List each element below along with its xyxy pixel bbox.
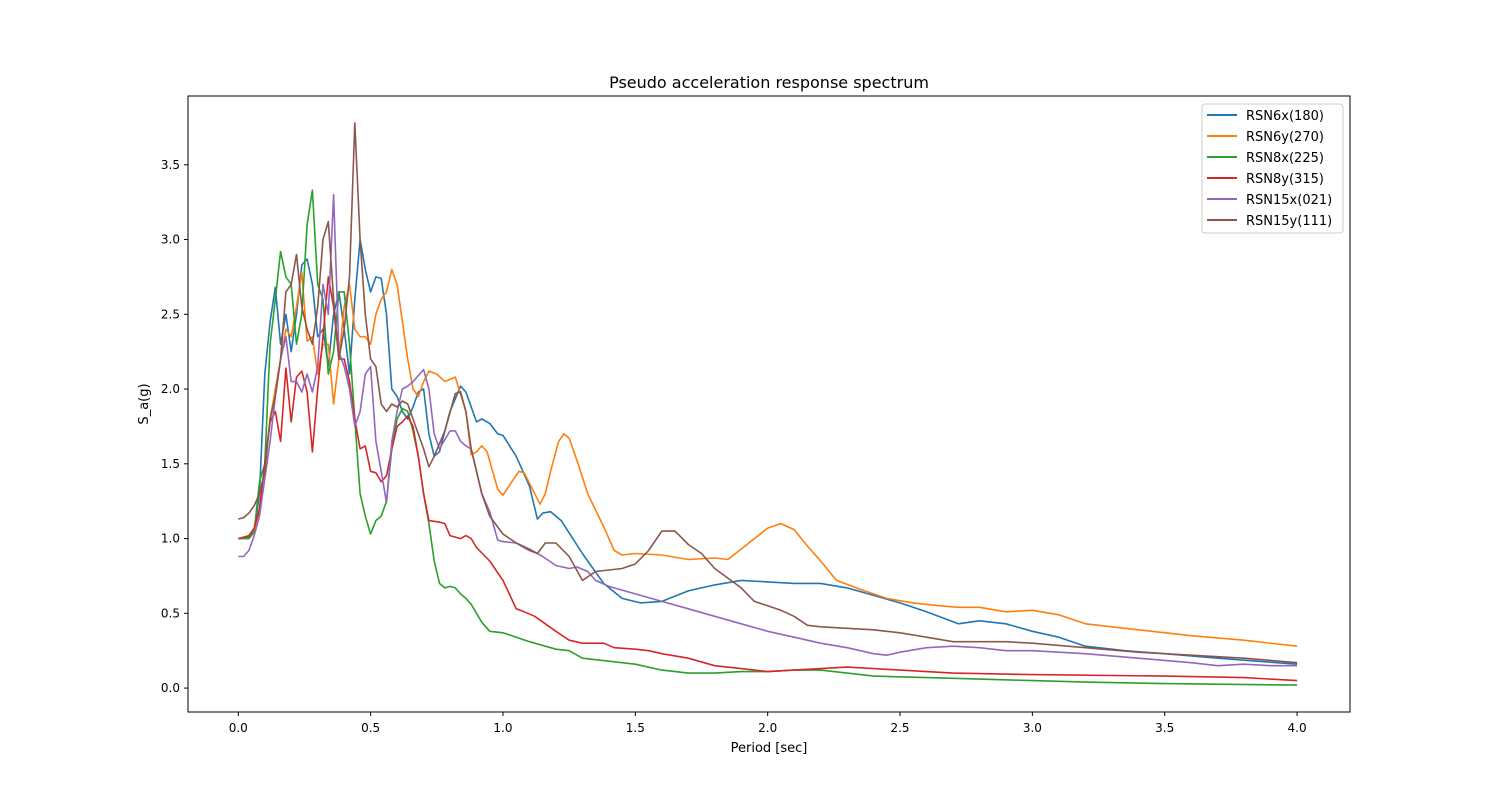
y-axis: 0.0 0.5 1.0 1.5 2.0 2.5 3.0 3.5 [161, 158, 188, 695]
legend-entry-label: RSN6y(270) [1246, 130, 1324, 145]
legend-entry-label: RSN8x(225) [1246, 151, 1324, 166]
x-tick-label: 0.0 [229, 721, 248, 735]
legend-entry-label: RSN8y(315) [1246, 172, 1324, 187]
y-tick-label: 1.0 [161, 532, 180, 546]
legend-entry-label: RSN15x(021) [1246, 193, 1332, 208]
x-tick-label: 2.5 [890, 721, 909, 735]
x-tick-label: 2.0 [758, 721, 777, 735]
y-tick-label: 1.5 [161, 457, 180, 471]
series-line-rsn8x-225 [238, 189, 1298, 686]
legend-entry-label: RSN6x(180) [1246, 109, 1324, 124]
y-axis-label: S_a(g) [137, 383, 152, 424]
legend: RSN6x(180) RSN6y(270) RSN8x(225) RSN8y(315)… [1201, 103, 1344, 234]
y-tick-label: 2.0 [161, 382, 180, 396]
x-tick-label: 4.0 [1288, 721, 1307, 735]
series-line-rsn8y-315 [238, 276, 1298, 682]
x-axis-label: Period [sec] [731, 741, 808, 756]
y-tick-label: 2.5 [161, 307, 180, 321]
plot-frame [187, 95, 1351, 713]
x-tick-label: 1.5 [626, 721, 645, 735]
legend-box [1201, 103, 1344, 234]
x-tick-label: 3.5 [1155, 721, 1174, 735]
series-line-rsn15x-021 [238, 193, 1298, 667]
x-axis: 0.0 0.5 1.0 1.5 2.0 2.5 3.0 3.5 4.0 [229, 712, 1307, 735]
series-line-rsn6y-270 [238, 268, 1298, 647]
x-tick-label: 1.0 [493, 721, 512, 735]
series-line-rsn6x-180 [238, 238, 1298, 665]
chart-title: Pseudo acceleration response spectrum [609, 73, 929, 92]
series-line-rsn15y-111 [238, 122, 1298, 664]
y-tick-label: 0.0 [161, 681, 180, 695]
series-layer [238, 122, 1298, 686]
y-tick-label: 0.5 [161, 606, 180, 620]
legend-entry-label: RSN15y(111) [1246, 214, 1332, 229]
x-tick-label: 0.5 [361, 721, 380, 735]
x-tick-label: 3.0 [1023, 721, 1042, 735]
y-tick-label: 3.5 [161, 158, 180, 172]
y-tick-label: 3.0 [161, 233, 180, 247]
